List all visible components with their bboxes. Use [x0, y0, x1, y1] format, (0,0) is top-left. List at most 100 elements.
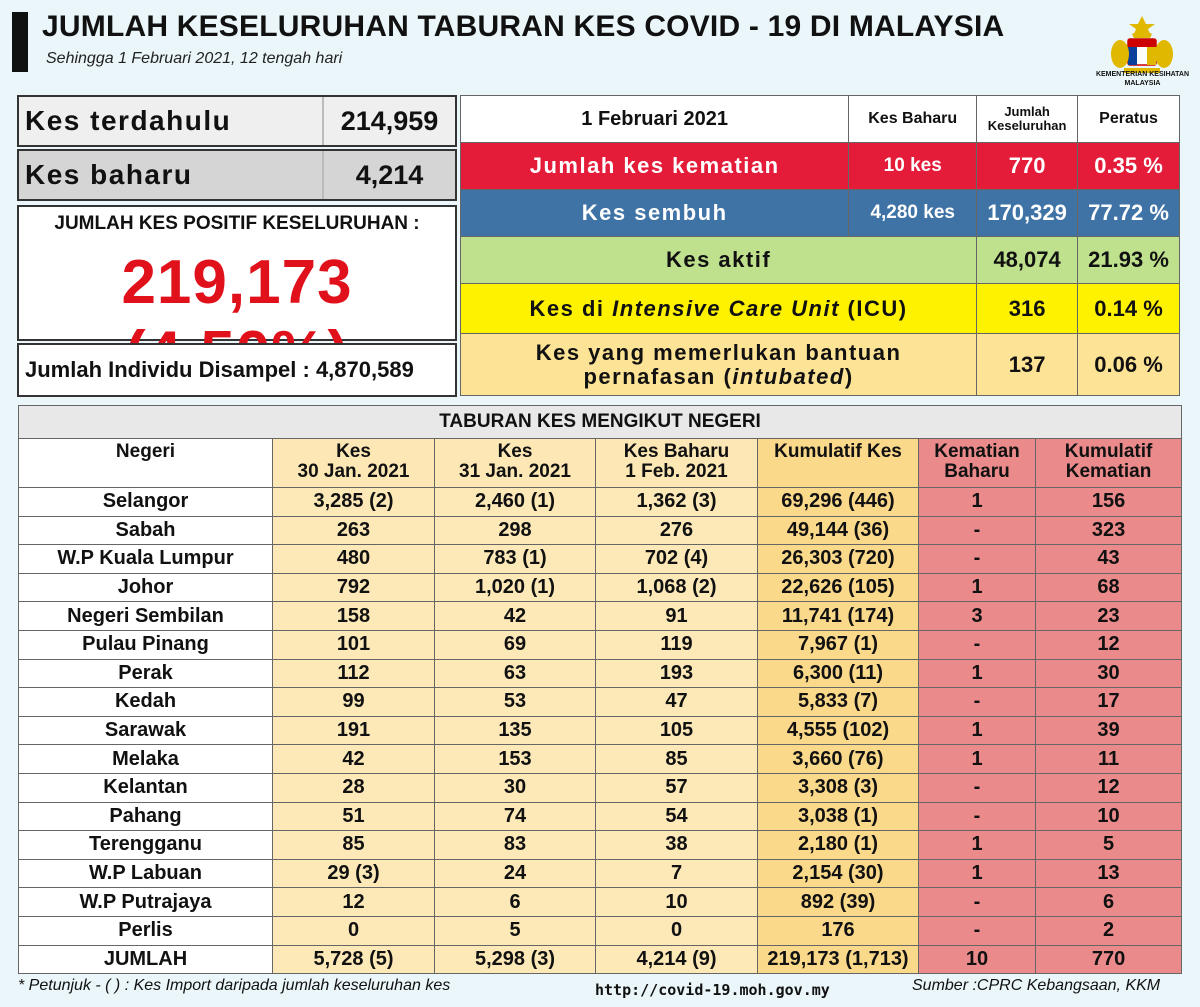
state-table: TABURAN KES MENGIKUT NEGERI Negeri Kes 30 …: [17, 405, 1183, 975]
table-cell: -: [918, 887, 1036, 917]
table-cell: 5: [1034, 830, 1183, 860]
table-cell: 263: [272, 515, 435, 546]
table-cell: 63: [434, 658, 596, 689]
table-row: Kelantan 28 30 57 3,308 (3) -12: [18, 772, 1183, 803]
table-cell: 3: [918, 601, 1036, 631]
header-state: Negeri: [18, 438, 273, 488]
table-cell: 42: [434, 601, 596, 631]
table-cell: 30: [1034, 658, 1183, 689]
status-col-percent: Peratus: [1077, 95, 1180, 143]
table-cell: 1: [918, 487, 1036, 517]
table-cell: 702 (4): [595, 544, 758, 574]
status-header-row: 1 Februari 2021 Kes Baharu Jumlah Keselu…: [459, 95, 1180, 143]
table-cell: 42: [272, 744, 435, 774]
table-cell: JUMLAH: [18, 944, 273, 975]
intubated-percent: 0.06 %: [1077, 333, 1180, 396]
intubated-row: Kes yang memerlukan bantuan pernafasan (i…: [459, 333, 1180, 396]
table-cell: 1,020 (1): [434, 572, 596, 603]
icu-total: 316: [976, 283, 1079, 334]
status-col-new: Kes Baharu: [848, 95, 978, 143]
total-positive-label: JUMLAH KES POSITIF KESELURUHAN :: [54, 213, 420, 234]
table-cell: 219,173 (1,713): [757, 944, 919, 975]
table-cell: 13: [1034, 858, 1183, 889]
table-cell: 0: [595, 915, 758, 946]
table-cell: 153: [434, 744, 596, 774]
table-cell: 1,068 (2): [595, 572, 758, 603]
header-d1: Kes 30 Jan. 2021: [272, 438, 435, 488]
table-cell: 770: [1034, 944, 1183, 975]
table-cell: -: [918, 515, 1036, 546]
table-cell: -: [918, 629, 1036, 660]
table-cell: 892 (39): [757, 887, 919, 917]
table-cell: Pulau Pinang: [18, 629, 273, 660]
table-row: Sabah 263 298 276 49,144 (36) -323: [18, 515, 1183, 546]
table-cell: Melaka: [18, 744, 273, 774]
table-cell: 101: [272, 629, 435, 660]
table-cell: 85: [272, 830, 435, 860]
death-percent: 0.35 %: [1077, 142, 1180, 190]
table-cell: 10: [595, 887, 758, 917]
table-row: Perlis 0 5 0 176-2: [18, 915, 1183, 946]
table-row: Sarawak 191 135 105 4,555 (102) 1 39: [18, 715, 1183, 746]
table-cell: 5,833 (7): [757, 687, 919, 717]
death-row: Jumlah kes kematian 10 kes 770 0.35 %: [459, 142, 1180, 190]
table-cell: 4,214 (9): [595, 944, 758, 975]
table-cell: 74: [434, 801, 596, 832]
page-title: JUMLAH KESELURUHAN TABURAN KES COVID - 1…: [42, 10, 1005, 43]
table-cell: -: [918, 687, 1036, 717]
table-cell: 191: [272, 715, 435, 746]
table-cell: 3,038 (1): [757, 801, 919, 832]
table-cell: 53: [434, 687, 596, 717]
header-cum: Kumulatif Kes: [757, 438, 919, 488]
table-cell: 6,300 (11): [757, 658, 919, 689]
table-cell: 11: [1034, 744, 1183, 774]
header-cum-death: Kumulatif Kematian: [1034, 438, 1183, 488]
table-cell: Johor: [18, 572, 273, 603]
table-cell: 480: [272, 544, 435, 574]
sampled-individuals: Jumlah Individu Disampel : 4,870,589: [17, 343, 457, 397]
table-row: Johor 792 1,020 (1) 1,068 (2) 22,626 (105) 1 6…: [18, 572, 1183, 603]
table-cell: 276: [595, 515, 758, 546]
table-cell: 69,296 (446): [757, 487, 919, 517]
table-cell: Pahang: [18, 801, 273, 832]
table-cell: 193: [595, 658, 758, 689]
table-cell: -: [918, 772, 1036, 803]
icu-percent: 0.14 %: [1077, 283, 1180, 334]
table-cell: 5: [434, 915, 596, 946]
table-cell: Kelantan: [18, 772, 273, 803]
table-cell: 91: [595, 601, 758, 631]
table-cell: Sabah: [18, 515, 273, 546]
intubated-total: 137: [976, 333, 1079, 396]
table-cell: 10: [1034, 801, 1183, 832]
death-new: 10 kes: [848, 142, 978, 190]
table-cell: 3,660 (76): [757, 744, 919, 774]
recovered-new: 4,280 kes: [848, 189, 978, 237]
table-cell: 792: [272, 572, 435, 603]
table-cell: 5,728 (5): [272, 944, 435, 975]
table-cell: 1: [918, 572, 1036, 603]
table-cell: 3,285 (2): [272, 487, 435, 517]
previous-cases-label: Kes terdahulu: [25, 105, 232, 136]
table-cell: 1: [918, 658, 1036, 689]
table-cell: 11,741 (174): [757, 601, 919, 631]
table-cell: 51: [272, 801, 435, 832]
table-cell: 30: [434, 772, 596, 803]
table-row: Negeri Sembilan 158 42 91 11,741 (174) 3 23: [18, 601, 1183, 631]
new-cases-row: Kes baharu 4,214: [17, 149, 457, 201]
intubated-label: Kes yang memerlukan bantuan pernafasan (i…: [459, 333, 978, 396]
source-url-link[interactable]: http://covid-19.moh.gov.my: [595, 981, 830, 999]
death-label: Jumlah kes kematian: [459, 142, 850, 190]
table-cell: 69: [434, 629, 596, 660]
table-cell: 6: [434, 887, 596, 917]
table-cell: Perlis: [18, 915, 273, 946]
table-cell: 323: [1034, 515, 1183, 546]
table-cell: W.P Putrajaya: [18, 887, 273, 917]
recovered-percent: 77.72 %: [1077, 189, 1180, 237]
new-cases-label: Kes baharu: [25, 159, 193, 190]
active-label: Kes aktif: [459, 236, 978, 284]
table-cell: 29 (3): [272, 858, 435, 889]
icu-row: Kes di Intensive Care Unit (ICU) 316 0.1…: [459, 283, 1180, 334]
table-cell: 3,308 (3): [757, 772, 919, 803]
active-percent: 21.93 %: [1077, 236, 1180, 284]
table-cell: 158: [272, 601, 435, 631]
